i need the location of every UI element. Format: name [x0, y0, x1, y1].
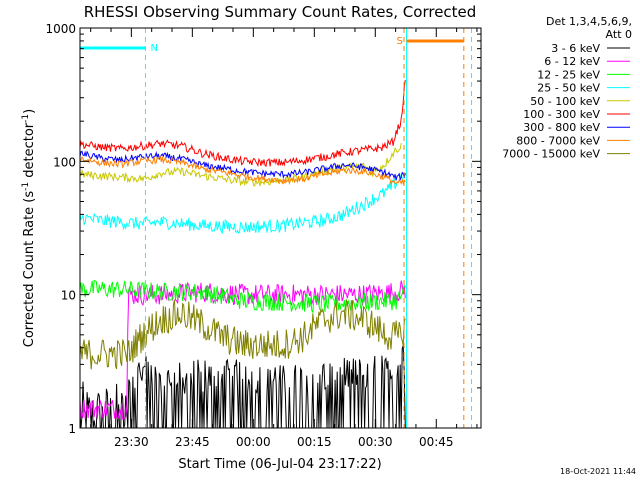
legend-header-line-1: Det 1,3,4,5,6,9, — [546, 15, 632, 28]
series-line-25-50keV — [79, 173, 404, 235]
legend-label: 25 - 50 keV — [537, 82, 600, 95]
marker-layer: NS — [80, 28, 473, 428]
legend-label: 12 - 25 keV — [537, 68, 600, 81]
legend-label: 3 - 6 keV — [551, 42, 600, 55]
chart-title: RHESSI Observing Summary Count Rates, Co… — [84, 3, 477, 21]
y-axis-label-suffix: ) — [22, 109, 37, 114]
y-axis-label-prefix: Corrected Count Rate (s — [22, 191, 37, 348]
y-tick-label: 100 — [53, 155, 76, 169]
x-axis-label: Start Time (06-Jul-04 23:17:22) — [178, 457, 381, 472]
series-line-6-12keV — [79, 280, 406, 421]
x-tick-label: 23:30 — [114, 435, 149, 449]
background-interval — [406, 28, 471, 428]
axis-layer: 1 10 100 1000 23:30 23:45 00:00 00:15 00:30 00:45 — [45, 22, 481, 449]
legend-label: 300 - 800 keV — [523, 121, 600, 134]
x-tick-label: 00:45 — [419, 435, 454, 449]
y-tick-label: 1000 — [45, 22, 76, 36]
x-tick-label: 23:45 — [175, 435, 210, 449]
date-stamp: 18-Oct-2021 11:44 — [560, 467, 636, 476]
interval-label-N: N — [150, 43, 157, 54]
y-tick-label: 10 — [61, 289, 76, 303]
legend-label: 50 - 100 keV — [530, 95, 600, 108]
y-axis-label-sup2: -1 — [21, 114, 31, 123]
y-axis-label-mid: detector — [22, 122, 37, 182]
interval-label-S: S — [396, 36, 402, 47]
legend-header-line-2: Att 0 — [606, 28, 632, 41]
series-line-800-7000keV — [79, 155, 406, 186]
legend-label: 800 - 7000 keV — [516, 134, 600, 147]
plot-frame — [79, 27, 482, 429]
y-tick-label: 1 — [68, 422, 76, 436]
series-line-100-300keV — [79, 80, 406, 168]
series-line-3-6keV — [79, 345, 406, 429]
legend-label: 100 - 300 keV — [523, 108, 600, 121]
y-axis-label-sup1: -1 — [21, 182, 31, 191]
legend-label: 7000 - 15000 keV — [502, 148, 600, 161]
series-line-7000-15000keV — [79, 298, 406, 370]
x-tick-label: 00:15 — [297, 435, 332, 449]
y-axis-label: Corrected Count Rate (s-1 detector-1) — [21, 109, 37, 347]
plot-background — [406, 28, 471, 428]
series-layer — [79, 80, 406, 429]
legend-label: 6 - 12 keV — [544, 55, 600, 68]
x-tick-label: 00:00 — [236, 435, 271, 449]
x-tick-label: 00:30 — [358, 435, 393, 449]
